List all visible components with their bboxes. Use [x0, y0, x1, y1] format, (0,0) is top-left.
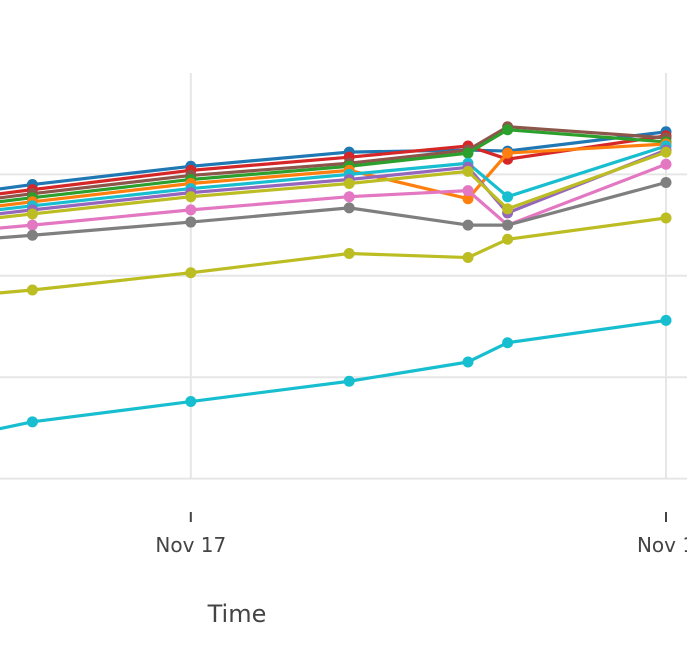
series-9: [0, 177, 672, 241]
data-point-9-4: [462, 219, 474, 231]
data-point-7-2: [185, 191, 197, 203]
series-10: [0, 212, 672, 296]
data-point-9-1: [26, 229, 38, 241]
data-point-8-6: [660, 158, 672, 170]
data-point-11-6: [660, 314, 672, 326]
data-point-4-4: [462, 193, 474, 205]
series-line-11: [0, 318, 667, 431]
data-point-11-4: [462, 356, 474, 368]
data-point-10-2: [185, 267, 197, 279]
data-point-9-6: [660, 177, 672, 189]
series-7: [0, 146, 672, 220]
data-point-5-5: [502, 191, 514, 203]
data-point-7-4: [462, 165, 474, 177]
grid: [0, 73, 687, 480]
data-point-7-6: [660, 146, 672, 158]
data-point-8-1: [26, 219, 38, 231]
data-point-7-3: [343, 178, 355, 190]
data-point-9-2: [185, 216, 197, 228]
data-point-4-5: [502, 147, 514, 159]
data-point-10-1: [26, 284, 38, 296]
x-axis-ticks: Nov 17 Nov 1: [155, 512, 687, 557]
data-point-8-3: [343, 191, 355, 203]
data-point-10-4: [462, 252, 474, 264]
data-point-10-6: [660, 212, 672, 224]
series-line-9: [0, 180, 667, 240]
data-point-9-3: [343, 202, 355, 214]
data-point-9-5: [502, 219, 514, 231]
data-point-11-5: [502, 337, 514, 349]
x-tick-label-1: Nov 1: [637, 533, 687, 557]
x-tick-label-0: Nov 17: [155, 533, 226, 557]
series-lines: [0, 121, 672, 431]
data-point-8-2: [185, 204, 197, 216]
data-point-10-3: [343, 247, 355, 259]
data-point-3-5: [502, 124, 514, 136]
data-point-11-1: [26, 416, 38, 428]
data-point-11-3: [343, 375, 355, 387]
data-point-7-1: [26, 208, 38, 220]
series-11: [0, 314, 672, 431]
data-point-3-4: [462, 147, 474, 159]
x-axis-title: Time: [207, 600, 267, 628]
data-point-11-2: [185, 396, 197, 408]
data-point-8-4: [462, 185, 474, 197]
data-point-7-5: [502, 203, 514, 215]
data-point-10-5: [502, 233, 514, 245]
